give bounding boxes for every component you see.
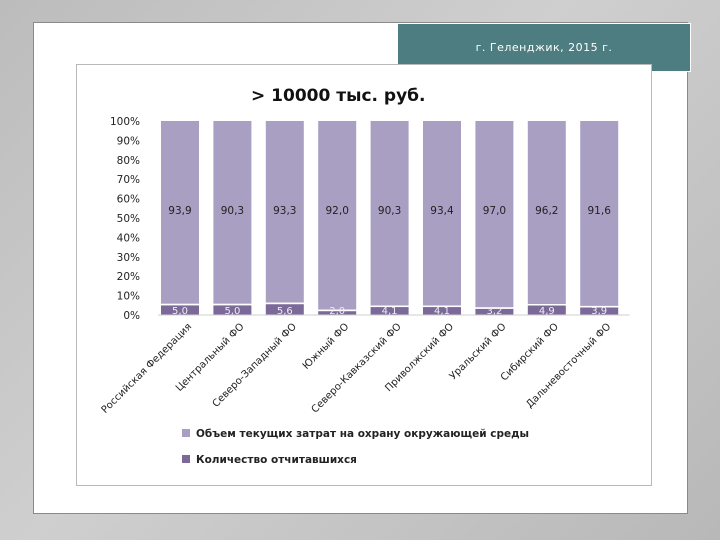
bar-separator bbox=[475, 307, 514, 309]
data-label-expenses: 90,3 bbox=[378, 205, 401, 217]
data-label-count: 3,9 bbox=[591, 306, 607, 317]
y-tick-label: 80% bbox=[117, 155, 140, 167]
y-tick-label: 40% bbox=[117, 232, 140, 244]
bar-separator bbox=[370, 305, 409, 308]
x-category-label: Российская Федерация bbox=[100, 321, 194, 415]
data-label-expenses: 97,0 bbox=[483, 205, 506, 217]
bar-segment-expenses bbox=[423, 121, 461, 306]
bar-segment-expenses bbox=[580, 121, 619, 306]
legend-label: Объем текущих затрат на охрану окружающе… bbox=[196, 428, 529, 440]
x-category-label: Северо-Кавказский ФО bbox=[310, 321, 404, 415]
bar-separator bbox=[527, 303, 566, 306]
data-label-expenses: 92,0 bbox=[326, 205, 349, 217]
data-label-expenses: 90,3 bbox=[221, 205, 244, 217]
bar-segment-count bbox=[213, 305, 252, 315]
bar-segment-expenses bbox=[370, 121, 409, 306]
bar-segment-count bbox=[580, 307, 619, 315]
bar-separator bbox=[265, 302, 304, 305]
data-label-expenses: 96,2 bbox=[535, 205, 558, 217]
data-label-count: 2,0 bbox=[329, 306, 345, 317]
data-label-expenses: 93,3 bbox=[273, 205, 296, 217]
y-tick-label: 100% bbox=[110, 116, 140, 128]
data-label-count: 4,1 bbox=[434, 306, 450, 317]
bar-segment-count bbox=[318, 311, 357, 315]
y-tick-label: 60% bbox=[117, 194, 140, 206]
data-label-count: 3,2 bbox=[486, 306, 502, 317]
data-label-count: 5,0 bbox=[224, 306, 240, 317]
bar-segment-expenses bbox=[318, 121, 357, 310]
data-label-count: 5,0 bbox=[172, 306, 188, 317]
chart-svg: > 10000 тыс. руб. 0% 10% 20% 30% 40% 50% 60% 70… bbox=[100, 86, 630, 466]
legend-label: Количество отчитавшихся bbox=[196, 454, 357, 466]
y-tick-label: 10% bbox=[117, 291, 140, 303]
y-tick-label: 30% bbox=[117, 252, 140, 264]
legend-swatch bbox=[182, 429, 190, 437]
bar-segment-count bbox=[370, 307, 409, 315]
bar-separator bbox=[161, 303, 199, 306]
bar-separator bbox=[318, 309, 357, 312]
x-category-label: Уральский ФО bbox=[448, 321, 509, 382]
bar-segment-count bbox=[475, 308, 514, 315]
y-tick-label: 90% bbox=[117, 135, 140, 147]
bar-segment-expenses bbox=[213, 121, 252, 304]
x-category-label: Северо-Западный ФО bbox=[211, 321, 299, 409]
bar-segment-count bbox=[265, 304, 304, 315]
legend-swatch bbox=[182, 455, 190, 463]
bar-segment-count bbox=[423, 307, 461, 315]
data-label-count: 4,9 bbox=[539, 306, 555, 317]
header-caption: г. Геленджик, 2015 г. bbox=[397, 23, 691, 72]
y-tick-label: 50% bbox=[117, 213, 140, 225]
data-label-count: 5,6 bbox=[277, 306, 293, 317]
bar-separator bbox=[213, 303, 252, 306]
bar-separator bbox=[580, 305, 619, 308]
bar-segment-expenses bbox=[161, 121, 199, 304]
y-tick-label: 20% bbox=[117, 271, 140, 283]
x-category-label: Южный ФО bbox=[301, 321, 352, 372]
bar-segment-expenses bbox=[527, 121, 566, 304]
bar-segment-count bbox=[527, 305, 566, 315]
chart-title: > 10000 тыс. руб. bbox=[251, 86, 425, 106]
data-label-expenses: 93,9 bbox=[168, 205, 191, 217]
data-label-count: 4,1 bbox=[382, 306, 398, 317]
y-tick-label: 70% bbox=[117, 174, 140, 186]
bar-separator bbox=[423, 305, 461, 308]
bar-segment-count bbox=[161, 305, 199, 315]
data-label-expenses: 91,6 bbox=[588, 205, 612, 217]
chart-frame: > 10000 тыс. руб. 0% 10% 20% 30% 40% 50% 60% 70… bbox=[76, 64, 652, 486]
data-label-expenses: 93,4 bbox=[430, 205, 454, 217]
bar-segment-expenses bbox=[265, 121, 304, 303]
y-tick-label: 0% bbox=[123, 310, 140, 322]
bar-segment-expenses bbox=[475, 121, 514, 308]
x-category-label: Дальневосточный ФО bbox=[524, 321, 613, 410]
